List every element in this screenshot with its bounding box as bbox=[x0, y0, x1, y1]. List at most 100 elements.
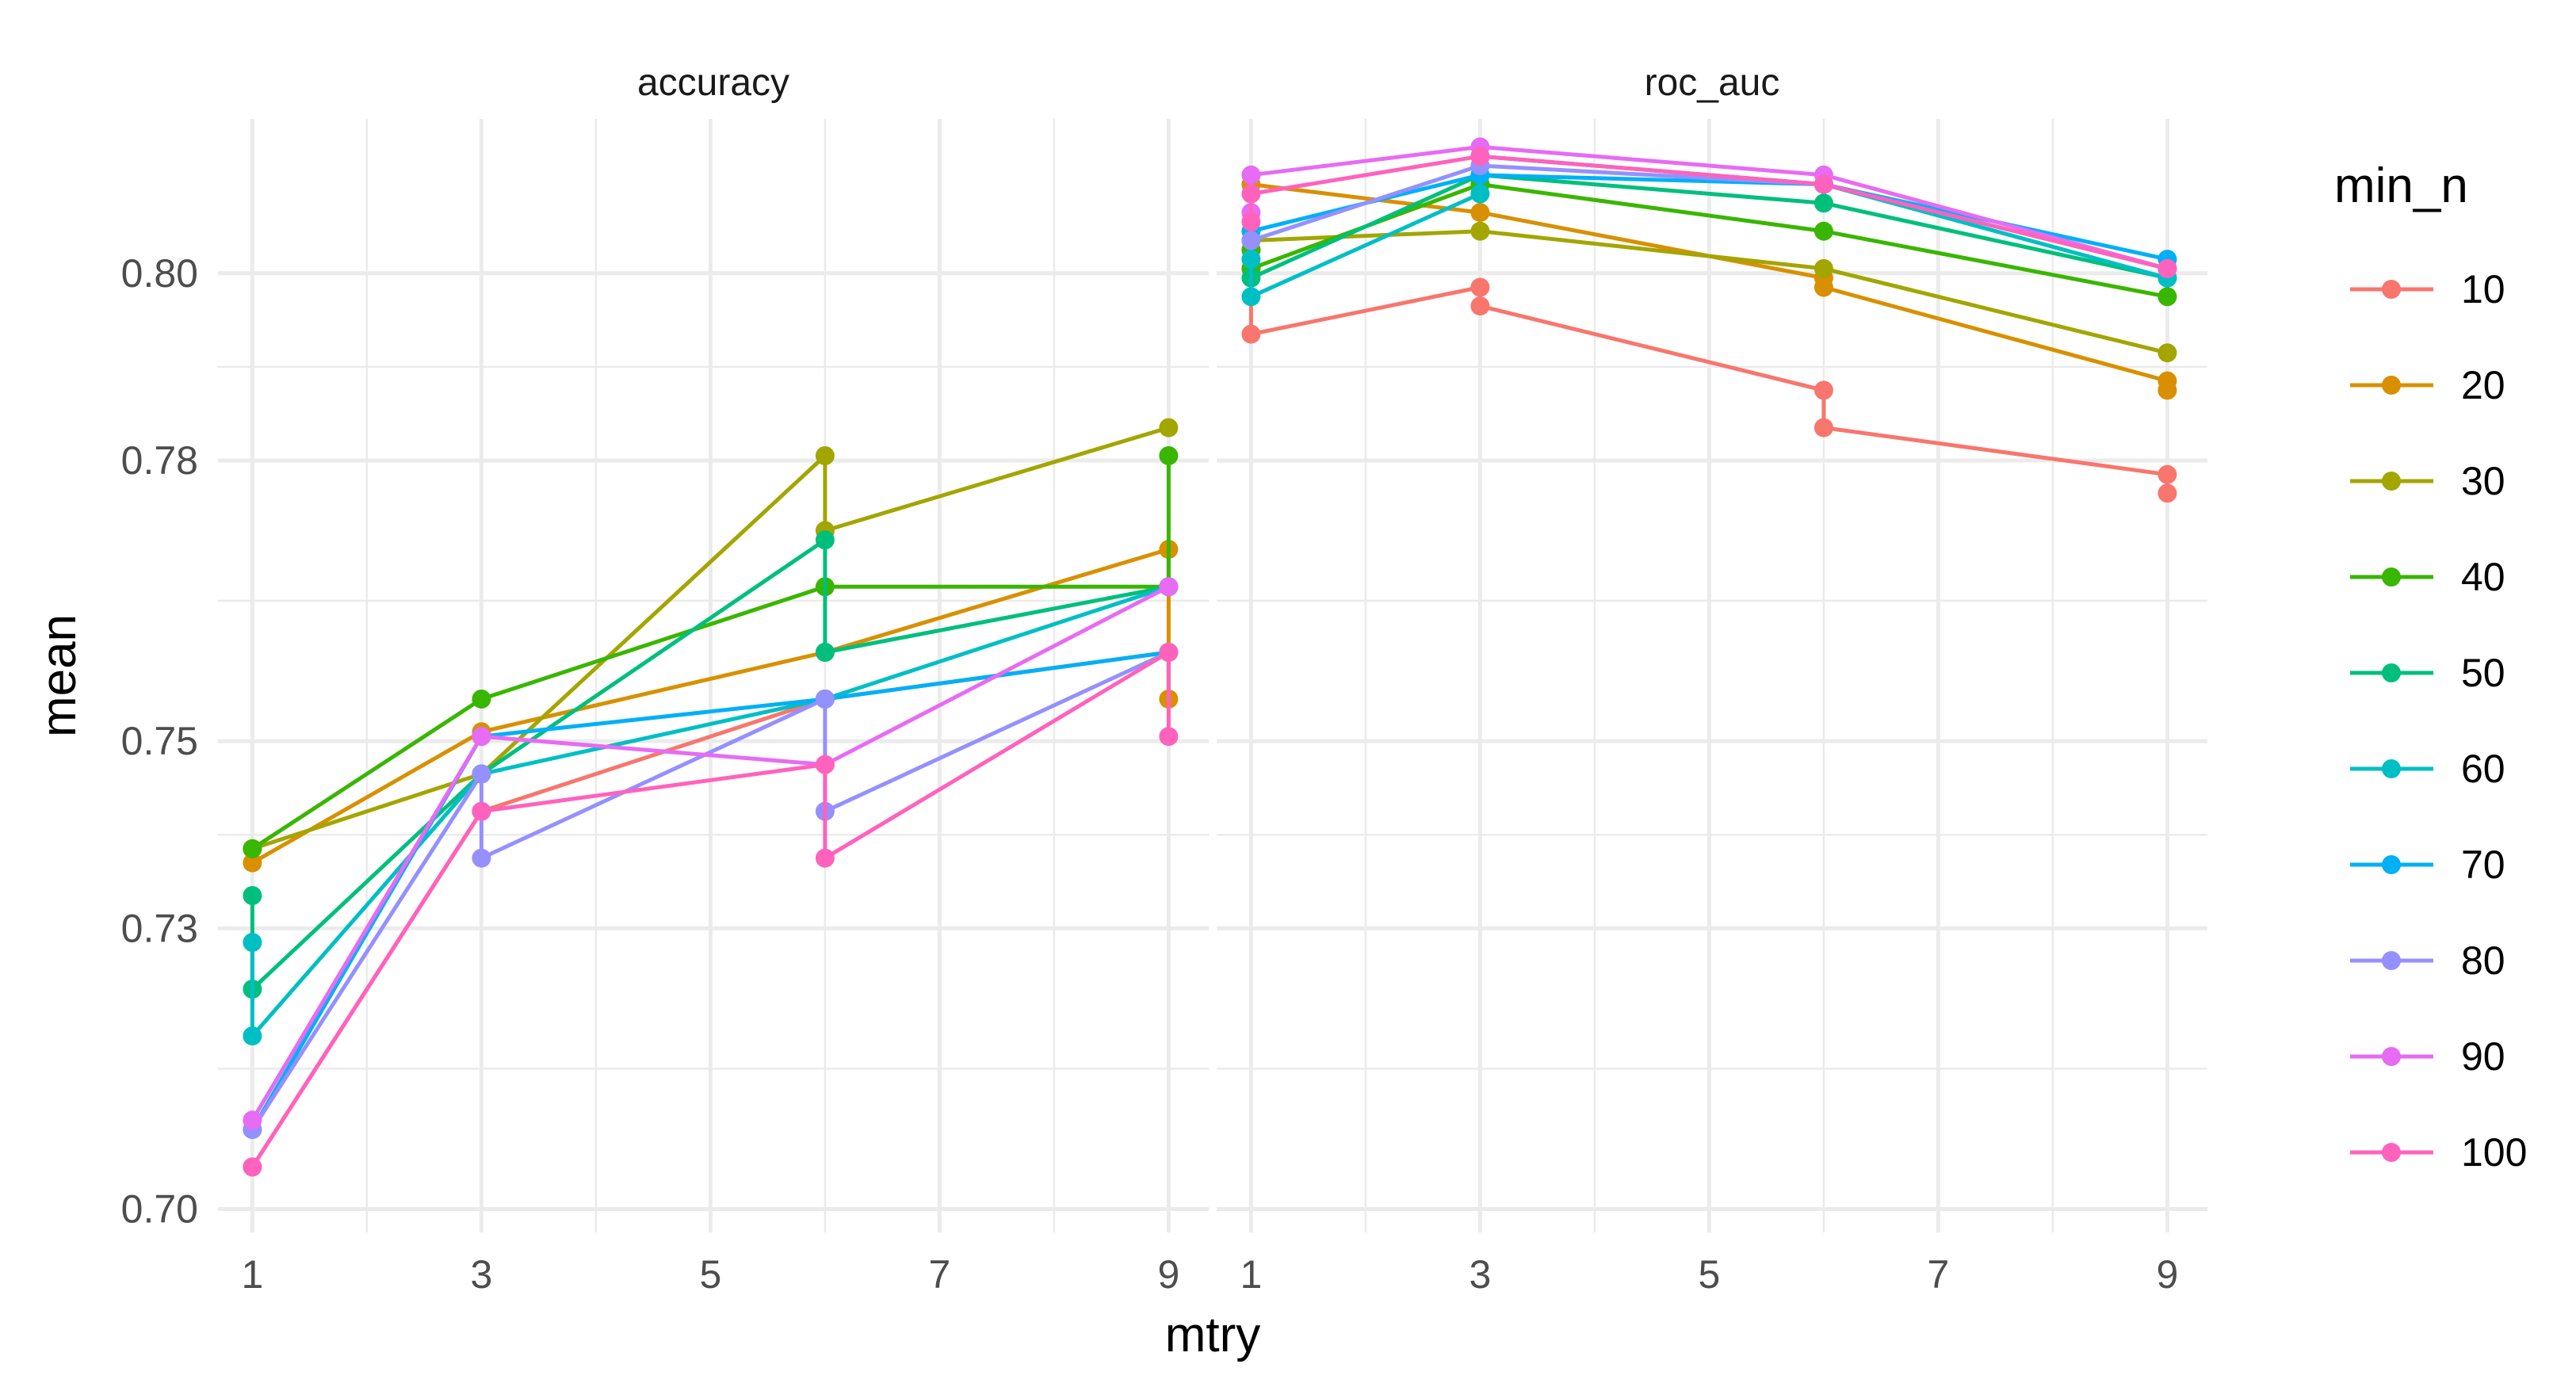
legend-key-point bbox=[2382, 855, 2401, 874]
data-point bbox=[243, 1026, 262, 1046]
legend-key-point bbox=[2382, 280, 2401, 299]
facet-strip-label: roc_auc bbox=[1645, 62, 1780, 104]
x-tick-label: 3 bbox=[1469, 1252, 1491, 1297]
data-point bbox=[815, 848, 835, 868]
facet-panel-accuracy: accuracy 1 3 5 7 9 0.70 0.73 0.75 0.78 0.80 bbox=[121, 62, 1209, 1297]
facet-panels: accuracy 1 3 5 7 9 0.70 0.73 0.75 0.78 0.80 roc_auc… bbox=[121, 62, 2207, 1297]
data-point bbox=[815, 530, 835, 550]
series-line bbox=[1250, 173, 2168, 281]
data-point bbox=[1241, 324, 1261, 344]
legend-key-point bbox=[2382, 1047, 2401, 1066]
data-point bbox=[472, 801, 491, 821]
legend-label: 70 bbox=[2461, 843, 2505, 887]
series-roc_auc-min_n-30 bbox=[1241, 221, 2177, 363]
x-tick-label: 1 bbox=[1240, 1252, 1262, 1297]
data-point bbox=[815, 690, 835, 709]
data-point bbox=[243, 886, 262, 905]
legend-title: min_n bbox=[2334, 159, 2468, 213]
legend-item-30: 30 bbox=[2350, 459, 2505, 503]
data-point bbox=[243, 853, 262, 873]
y-tick-label: 0.75 bbox=[121, 719, 198, 763]
data-point bbox=[1470, 221, 1490, 241]
y-tick-label: 0.80 bbox=[121, 251, 198, 296]
y-tick-label: 0.70 bbox=[121, 1186, 198, 1231]
data-point bbox=[1470, 203, 1490, 223]
legend-label: 10 bbox=[2461, 267, 2505, 311]
legend: min_n 10 20 30 40 50 60 70 80 90 100 bbox=[2334, 159, 2527, 1175]
x-tick-label: 9 bbox=[1158, 1252, 1180, 1297]
y-tick-label: 0.73 bbox=[121, 906, 198, 950]
legend-label: 100 bbox=[2461, 1130, 2527, 1175]
data-point bbox=[1814, 380, 1833, 400]
data-point bbox=[1241, 184, 1261, 204]
data-point bbox=[2157, 464, 2177, 484]
legend-item-100: 100 bbox=[2350, 1130, 2527, 1175]
data-point bbox=[815, 755, 835, 774]
legend-label: 90 bbox=[2461, 1034, 2505, 1079]
data-point bbox=[2157, 287, 2177, 307]
x-tick-label: 7 bbox=[928, 1252, 950, 1297]
legend-label: 30 bbox=[2461, 459, 2505, 503]
data-point bbox=[1241, 231, 1261, 250]
facet-strip-label: accuracy bbox=[637, 62, 789, 104]
data-point bbox=[1159, 577, 1179, 597]
data-point bbox=[1470, 147, 1490, 166]
legend-item-40: 40 bbox=[2350, 555, 2505, 599]
legend-label: 40 bbox=[2461, 555, 2505, 599]
series-roc_auc-min_n-10 bbox=[1241, 258, 2177, 503]
legend-item-70: 70 bbox=[2350, 843, 2505, 887]
legend-key-point bbox=[2382, 1143, 2401, 1162]
data-point bbox=[2157, 343, 2177, 363]
series-line bbox=[1251, 229, 2168, 355]
legend-label: 50 bbox=[2461, 651, 2505, 695]
data-point bbox=[1814, 193, 1833, 213]
legend-item-80: 80 bbox=[2350, 938, 2505, 983]
data-point bbox=[243, 839, 262, 858]
legend-key-point bbox=[2382, 663, 2401, 682]
data-point bbox=[1470, 296, 1490, 316]
data-point bbox=[243, 1110, 262, 1130]
data-point bbox=[1814, 258, 1833, 278]
data-point bbox=[243, 933, 262, 952]
legend-key-point bbox=[2382, 376, 2401, 395]
legend-key-point bbox=[2382, 951, 2401, 970]
x-axis-title: mtry bbox=[1165, 1308, 1261, 1362]
series-roc_auc-min_n-100 bbox=[1241, 147, 2177, 278]
data-point bbox=[1241, 165, 1261, 185]
legend-key-point bbox=[2382, 567, 2401, 587]
data-point bbox=[1159, 446, 1179, 465]
x-tick-label: 7 bbox=[1927, 1252, 1949, 1297]
data-point bbox=[2157, 380, 2177, 400]
series-accuracy-min_n-100 bbox=[243, 643, 1179, 1177]
legend-key-point bbox=[2382, 472, 2401, 491]
data-point bbox=[1159, 418, 1179, 437]
x-tick-label: 5 bbox=[1698, 1252, 1720, 1297]
x-tick-label: 5 bbox=[699, 1252, 721, 1297]
legend-key-point bbox=[2382, 759, 2401, 778]
data-point bbox=[472, 690, 491, 709]
data-point bbox=[1470, 184, 1490, 204]
data-point bbox=[1814, 221, 1833, 241]
x-tick-label: 1 bbox=[241, 1252, 263, 1297]
data-point bbox=[2157, 258, 2177, 278]
data-point bbox=[1814, 277, 1833, 297]
data-point bbox=[1159, 643, 1179, 662]
legend-item-90: 90 bbox=[2350, 1034, 2505, 1079]
data-point bbox=[1241, 287, 1261, 307]
data-point bbox=[1241, 212, 1261, 231]
legend-item-20: 20 bbox=[2350, 363, 2505, 407]
series-line bbox=[250, 585, 1170, 1121]
data-point bbox=[1241, 250, 1261, 269]
legend-item-10: 10 bbox=[2350, 267, 2505, 311]
data-point bbox=[1159, 727, 1179, 747]
legend-label: 80 bbox=[2461, 938, 2505, 983]
y-tick-label: 0.78 bbox=[121, 438, 198, 483]
legend-label: 60 bbox=[2461, 747, 2505, 791]
data-point bbox=[1814, 418, 1833, 437]
legend-item-50: 50 bbox=[2350, 651, 2505, 695]
data-point bbox=[2157, 483, 2177, 503]
data-point bbox=[472, 727, 491, 747]
facet-panel-roc_auc: roc_auc 1 3 5 7 9 bbox=[1217, 62, 2207, 1297]
